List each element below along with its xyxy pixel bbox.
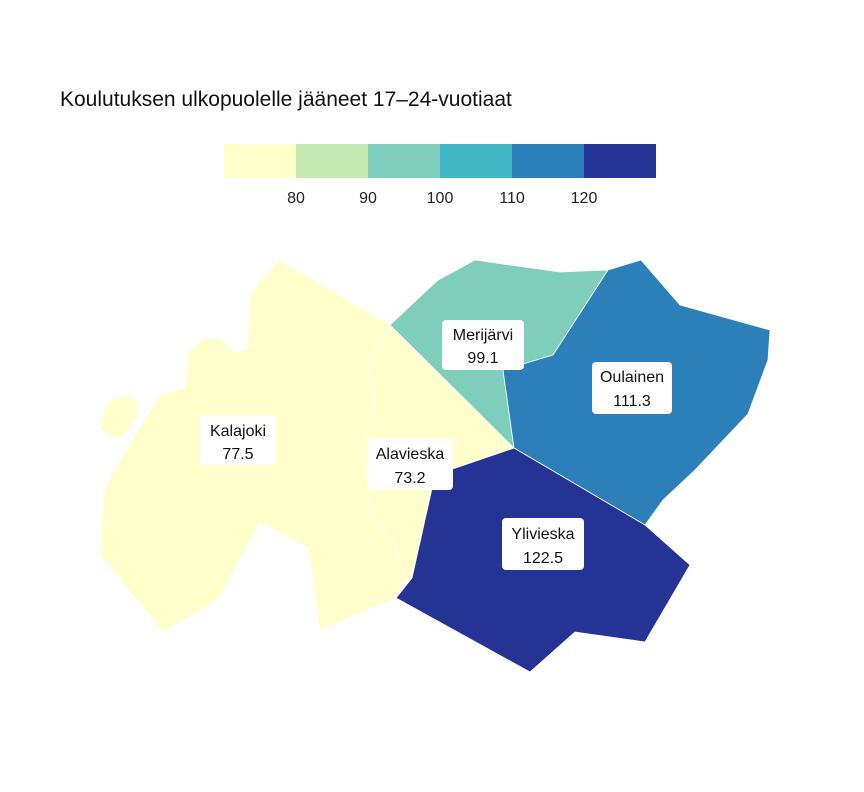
legend-tick: 90 <box>359 190 377 207</box>
region-value: 111.3 <box>613 393 651 410</box>
legend-tick: 120 <box>571 190 598 207</box>
label-ylivieska: Ylivieska 122.5 <box>502 518 584 570</box>
region-kalajoki-island[interactable] <box>99 394 138 439</box>
label-oulainen: Oulainen 111.3 <box>592 362 672 414</box>
legend-swatch-6 <box>584 144 656 178</box>
region-name: Ylivieska <box>511 526 574 543</box>
legend-swatch-3 <box>368 144 440 178</box>
region-name: Alavieska <box>376 446 445 463</box>
region-value: 122.5 <box>523 550 563 567</box>
region-value: 73.2 <box>394 470 425 487</box>
legend-tick: 110 <box>499 190 525 207</box>
region-name: Merijärvi <box>453 327 513 344</box>
region-value: 77.5 <box>222 446 253 463</box>
region-value: 99.1 <box>467 350 498 367</box>
legend-swatch-1 <box>224 144 296 178</box>
label-kalajoki: Kalajoki 77.5 <box>200 415 276 465</box>
region-labels: Kalajoki 77.5 Alavieska 73.2 Merijärvi 9… <box>200 320 672 570</box>
legend: 80 90 100 110 120 <box>224 144 656 207</box>
map-title: Koulutuksen ulkopuolelle jääneet 17–24-v… <box>60 88 512 111</box>
legend-tick: 80 <box>287 190 305 207</box>
legend-swatch-5 <box>512 144 584 178</box>
region-name: Kalajoki <box>210 423 266 440</box>
label-alavieska: Alavieska 73.2 <box>368 438 453 490</box>
region-name: Oulainen <box>600 369 664 386</box>
legend-swatch-4 <box>440 144 512 178</box>
legend-swatch-2 <box>296 144 368 178</box>
legend-tick: 100 <box>427 190 454 207</box>
label-merijarvi: Merijärvi 99.1 <box>442 320 524 370</box>
